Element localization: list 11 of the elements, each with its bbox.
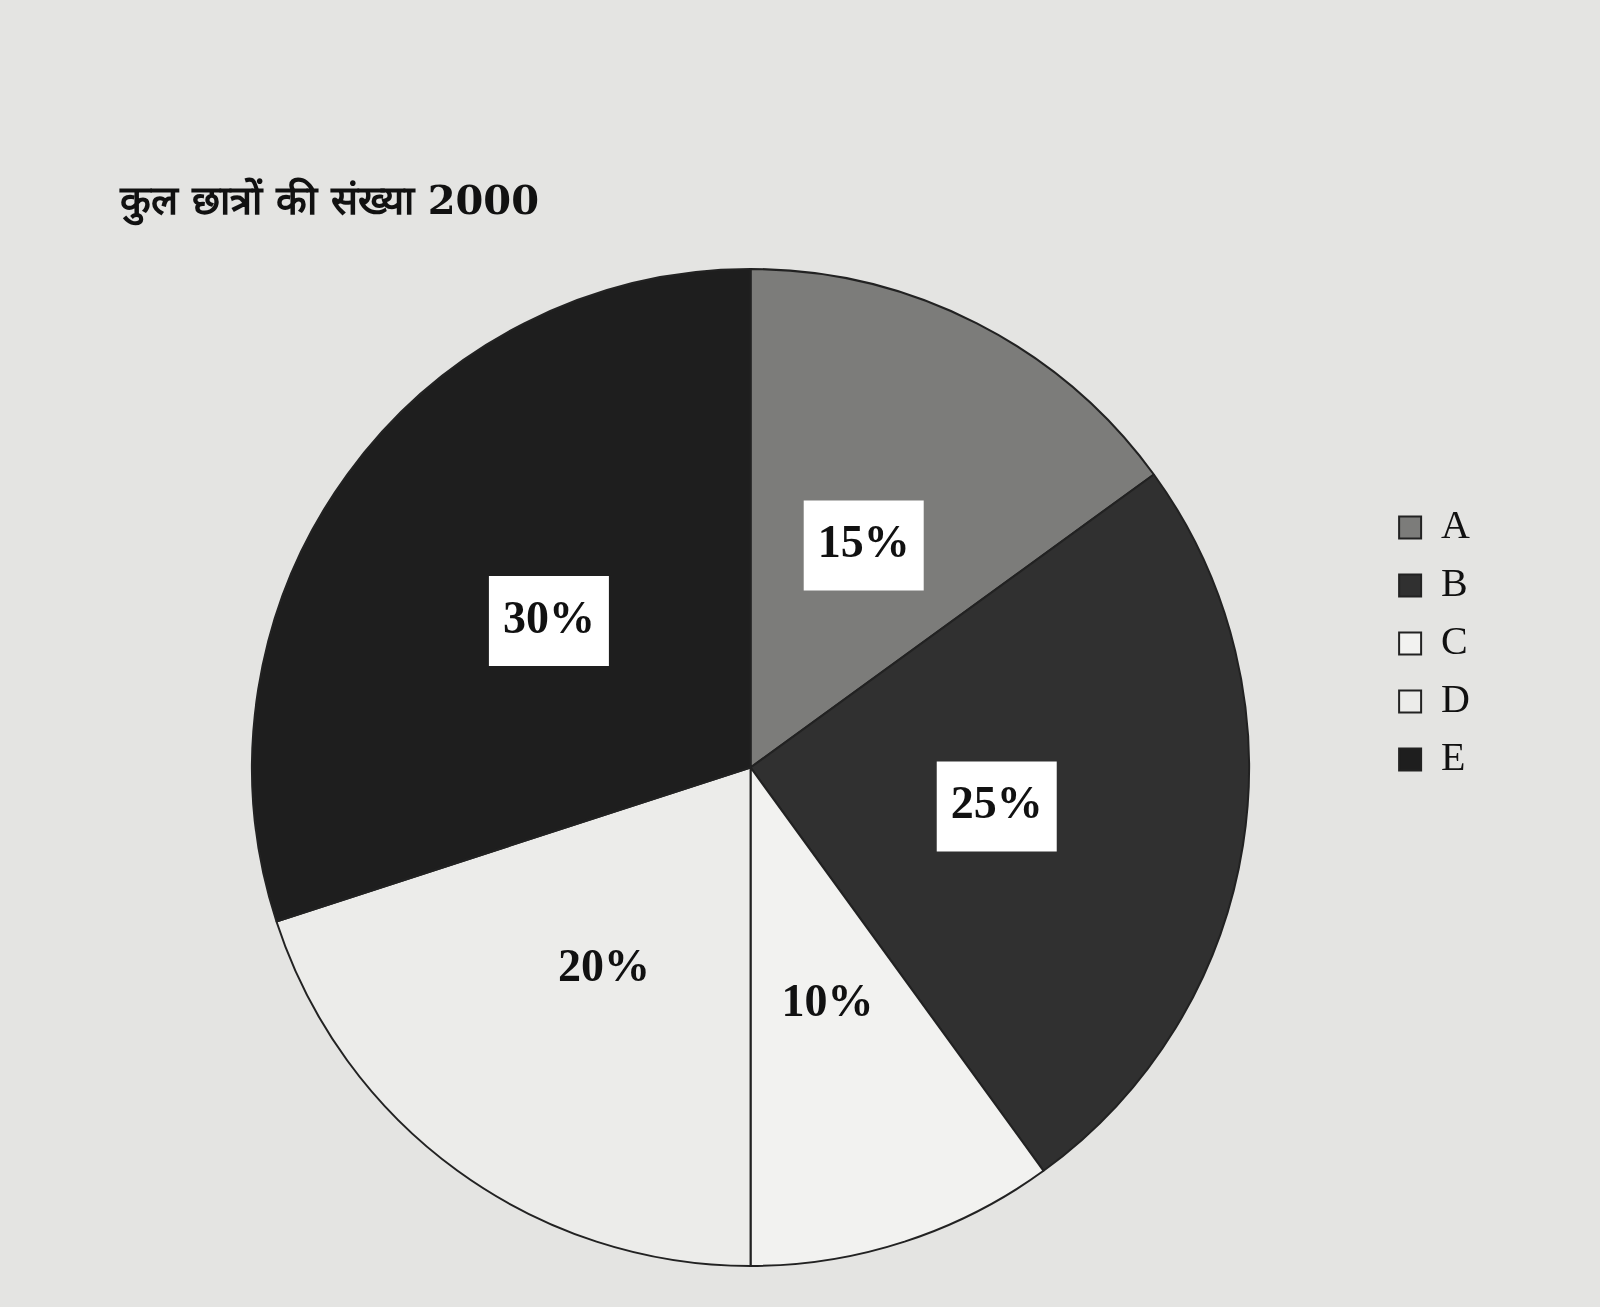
legend-label: A	[1441, 502, 1471, 547]
legend-label: C	[1441, 618, 1468, 663]
data-label: 20%	[558, 940, 651, 992]
chart-title: कुल छात्रों की संख्या 2000	[119, 176, 540, 227]
legend-label: E	[1441, 734, 1466, 779]
legend-label: D	[1441, 676, 1470, 721]
legend-label: B	[1441, 560, 1468, 605]
data-label: 30%	[502, 591, 595, 643]
data-label: 25%	[950, 777, 1043, 829]
data-label: 15%	[817, 516, 910, 568]
data-label: 10%	[781, 975, 874, 1027]
